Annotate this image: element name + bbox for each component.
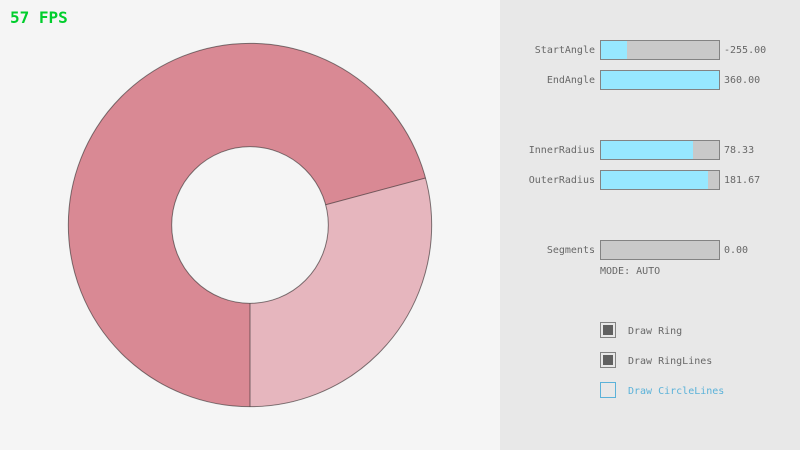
draw-circlelines-row: Draw CircleLines (500, 380, 800, 400)
draw-ring-checkbox[interactable] (600, 322, 616, 338)
innerradius-slider-fill (601, 141, 694, 159)
outerradius-slider-fill (601, 171, 709, 189)
ring-canvas (67, 42, 433, 408)
slider-row-innerradius: InnerRadius 78.33 (500, 140, 800, 160)
startangle-value: -255.00 (724, 45, 767, 56)
slider-row-endangle: EndAngle 360.00 (500, 70, 800, 90)
outerradius-label: OuterRadius (528, 175, 595, 186)
segments-slider[interactable] (600, 240, 720, 260)
draw-ring-row: Draw Ring (500, 320, 800, 340)
check-mark-icon (603, 325, 613, 335)
draw-ring-label: Draw Ring (628, 326, 683, 337)
startangle-label: StartAngle (534, 45, 595, 56)
draw-ringlines-label: Draw RingLines (628, 356, 713, 367)
draw-circlelines-checkbox[interactable] (600, 382, 616, 398)
fps-counter: 57 FPS (10, 8, 68, 27)
innerradius-slider[interactable] (600, 140, 720, 160)
check-mark-icon (603, 355, 613, 365)
innerradius-label: InnerRadius (528, 145, 595, 156)
outerradius-value: 181.67 (724, 175, 761, 186)
ring-light-sector (250, 177, 432, 407)
slider-row-startangle: StartAngle -255.00 (500, 40, 800, 60)
endangle-slider-fill (601, 71, 719, 89)
startangle-slider[interactable] (600, 40, 720, 60)
slider-row-outerradius: OuterRadius 181.67 (500, 170, 800, 190)
draw-ringlines-row: Draw RingLines (500, 350, 800, 370)
draw-ringlines-checkbox[interactable] (600, 352, 616, 368)
innerradius-value: 78.33 (724, 145, 755, 156)
endangle-value: 360.00 (724, 75, 761, 86)
ring-start-line (325, 177, 426, 206)
startangle-slider-fill (601, 41, 627, 59)
segments-mode-text: MODE: AUTO (600, 266, 661, 277)
slider-row-segments: Segments 0.00 (500, 240, 800, 260)
ring-inner-outline (171, 146, 329, 304)
outerradius-slider[interactable] (600, 170, 720, 190)
segments-label: Segments (546, 245, 595, 256)
segments-value: 0.00 (724, 245, 749, 256)
endangle-slider[interactable] (600, 70, 720, 90)
endangle-label: EndAngle (546, 75, 595, 86)
draw-circlelines-label: Draw CircleLines (628, 386, 725, 397)
